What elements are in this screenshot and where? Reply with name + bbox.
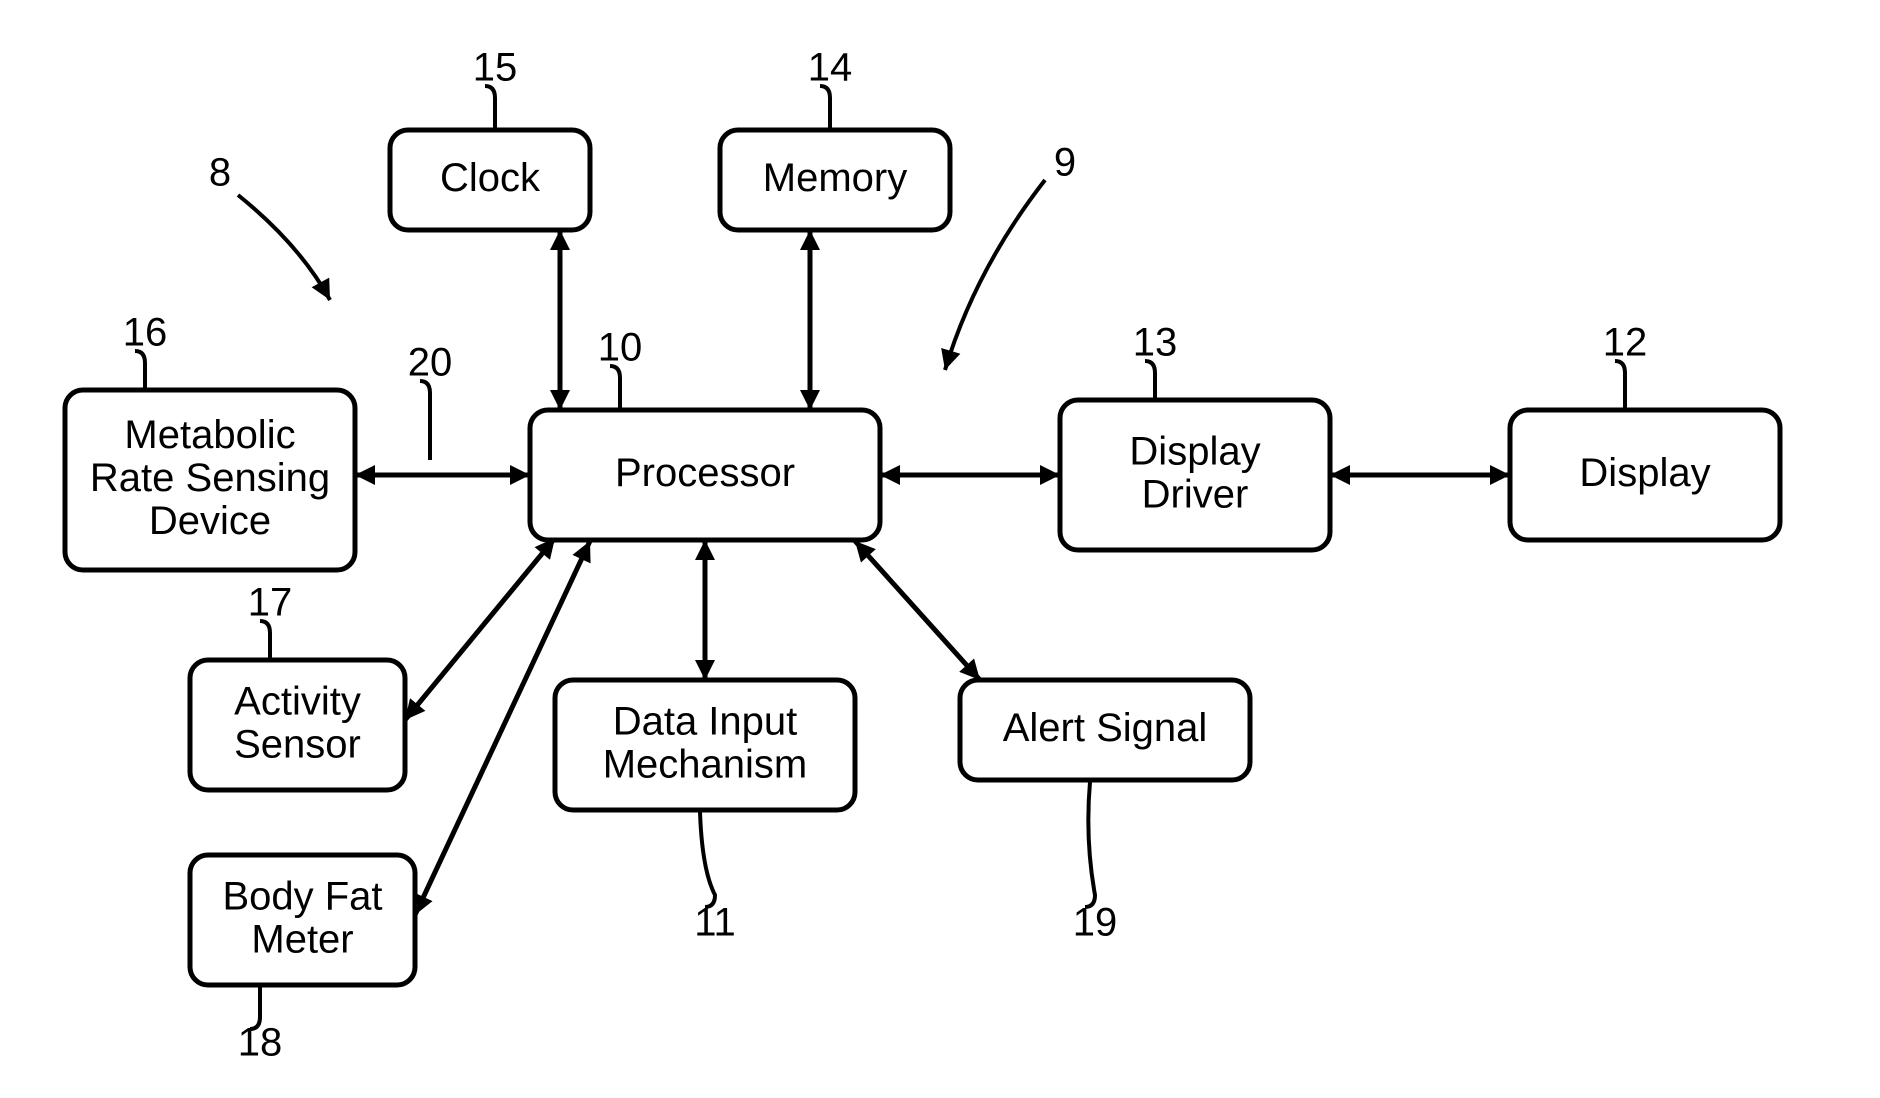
ref-driver: 13 bbox=[1133, 321, 1178, 365]
label-activity: ActivitySensor bbox=[234, 679, 361, 766]
lead-metabolic bbox=[135, 351, 145, 388]
arrowhead-processor-datainput-rev bbox=[695, 540, 715, 560]
arrowhead-processor-datainput-fwd bbox=[695, 660, 715, 680]
label-datainput: Data InputMechanism bbox=[603, 699, 808, 786]
lead-alert bbox=[1085, 782, 1095, 907]
arrowhead-processor-driver-rev bbox=[880, 465, 900, 485]
ref-clock: 15 bbox=[473, 46, 518, 90]
label-memory: Memory bbox=[763, 156, 907, 200]
arrowhead-metabolic-processor-fwd bbox=[510, 465, 530, 485]
ref-memory: 14 bbox=[808, 46, 853, 90]
arrowhead-metabolic-processor-rev bbox=[355, 465, 375, 485]
label-alert: Alert Signal bbox=[1003, 706, 1208, 750]
ref-display: 12 bbox=[1603, 321, 1648, 365]
ref8: 8 bbox=[209, 151, 231, 195]
ref-datainput: 11 bbox=[694, 901, 736, 945]
ref8-arrow bbox=[238, 195, 330, 300]
label-display: Display bbox=[1579, 451, 1710, 495]
ref-processor: 10 bbox=[598, 326, 643, 370]
label-clock: Clock bbox=[440, 156, 541, 200]
connector-activity-processor bbox=[405, 538, 555, 720]
ref20-lead bbox=[420, 381, 430, 460]
arrowhead-driver-display-rev bbox=[1330, 465, 1350, 485]
arrowhead-clock-processor-rev bbox=[550, 230, 570, 250]
ref9-arrow bbox=[945, 180, 1045, 370]
lead-display bbox=[1615, 361, 1625, 408]
lead-memory bbox=[820, 86, 830, 128]
lead-activity bbox=[260, 621, 270, 658]
arrowhead-processor-driver-fwd bbox=[1040, 465, 1060, 485]
arrowhead-clock-processor-fwd bbox=[550, 390, 570, 410]
label-driver: DisplayDriver bbox=[1129, 429, 1260, 516]
ref20: 20 bbox=[408, 341, 453, 385]
lead-datainput bbox=[700, 812, 715, 907]
label-processor: Processor bbox=[615, 451, 795, 495]
lead-clock bbox=[485, 86, 495, 128]
arrowhead-memory-processor-fwd bbox=[800, 390, 820, 410]
ref-bodyfat: 18 bbox=[238, 1021, 283, 1065]
arrowhead-driver-display-fwd bbox=[1490, 465, 1510, 485]
arrowhead-memory-processor-rev bbox=[800, 230, 820, 250]
ref-metabolic: 16 bbox=[123, 311, 168, 355]
lead-driver bbox=[1145, 361, 1155, 398]
ref-alert: 19 bbox=[1073, 901, 1118, 945]
connector-processor-alert bbox=[855, 541, 980, 680]
ref9: 9 bbox=[1054, 141, 1076, 185]
ref-activity: 17 bbox=[248, 581, 293, 625]
lead-processor bbox=[610, 366, 620, 408]
